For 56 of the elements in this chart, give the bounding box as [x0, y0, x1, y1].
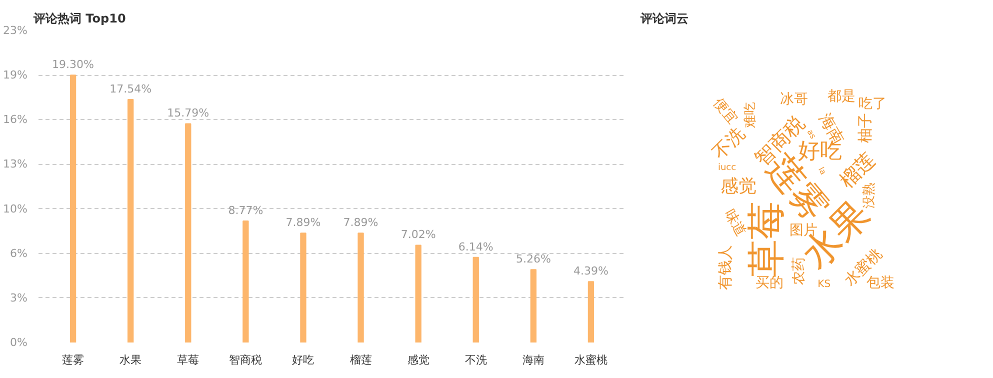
text: 感觉	[720, 176, 757, 197]
data-label: 15.79%	[167, 106, 210, 120]
x-tick-label: 草莓	[177, 354, 200, 366]
y-tick-label: 6%	[10, 246, 28, 260]
x-tick-label: 莲雾	[62, 354, 84, 366]
bar	[530, 269, 537, 342]
x-tick-label: 海南	[522, 354, 544, 366]
data-label: 8.77%	[228, 204, 264, 217]
y-tick-label: 0%	[10, 336, 28, 349]
text: 有钱人	[716, 244, 734, 290]
x-tick-label: 水蜜桃	[574, 354, 608, 366]
bar	[300, 232, 306, 342]
text: 吃了	[858, 96, 887, 112]
data-label: 7.89%	[286, 216, 321, 230]
data-label: 7.02%	[400, 228, 436, 242]
data-label: 17.54%	[110, 82, 152, 96]
bar	[415, 244, 422, 342]
text: 味道	[720, 207, 749, 240]
data-label: 5.26%	[516, 252, 551, 266]
y-tick-label: 13%	[3, 158, 28, 171]
x-tick-label: 不洗	[464, 354, 487, 366]
bar	[472, 256, 479, 342]
text: 难吃	[742, 102, 758, 129]
data-label: 6.14%	[458, 240, 494, 254]
x-tick-label: 智商税	[229, 354, 262, 366]
bar	[185, 123, 192, 342]
x-tick-label: 榴莲	[350, 354, 372, 366]
data-label: 4.39%	[574, 264, 608, 278]
text: 包装	[866, 274, 894, 291]
x-tick-label: 好吃	[292, 354, 314, 366]
text: 评论词云	[640, 12, 688, 26]
x-tick-label: 水果	[120, 354, 142, 366]
chart-title: 评论热词 Top10	[32, 12, 126, 26]
y-tick-label: 16%	[3, 113, 28, 126]
bar	[358, 232, 364, 342]
text: 冰哥	[780, 91, 808, 108]
y-tick-label: 3%	[10, 291, 28, 304]
text: 便宜	[710, 95, 740, 128]
y-tick-label: 23%	[3, 24, 28, 37]
text: as	[805, 128, 818, 140]
text: KS	[818, 279, 831, 290]
text: iucc	[718, 163, 736, 174]
text: 农药	[790, 256, 807, 285]
bar	[70, 74, 76, 342]
data-label: 7.89%	[343, 216, 378, 230]
bar	[242, 220, 249, 342]
data-label: 19.30%	[52, 58, 94, 72]
x-tick-label: 感觉	[407, 354, 430, 366]
bar	[588, 281, 594, 342]
y-tick-label: 19%	[3, 68, 28, 82]
text: 买的	[756, 274, 784, 291]
bar	[127, 98, 134, 342]
text: la	[816, 166, 828, 176]
text: 柚子	[856, 112, 874, 143]
text: 都是	[828, 88, 856, 105]
y-tick-label: 10%	[3, 202, 28, 216]
